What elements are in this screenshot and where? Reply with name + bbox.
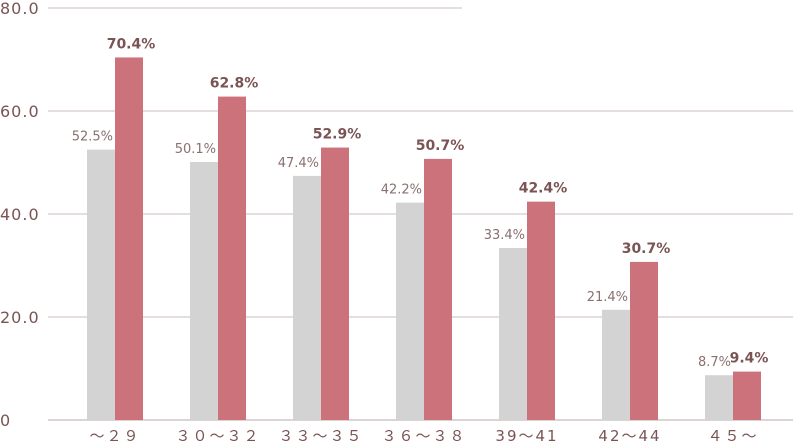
category-label: 42～44: [598, 427, 661, 443]
data-label-series1-2: 47.4%: [278, 156, 319, 171]
category-label: 39～41: [495, 427, 558, 443]
bar-series1-2: [293, 175, 321, 420]
data-label-series1-4: 33.4%: [484, 228, 525, 243]
data-label-series2-2: 52.9%: [313, 127, 362, 143]
data-label-series2-5: 30.7%: [622, 241, 671, 257]
data-label-series2-3: 50.7%: [416, 138, 465, 154]
bar-series1-1: [190, 161, 218, 421]
bar-series1-0: [87, 149, 115, 420]
data-label-series2-0: 70.4%: [107, 36, 156, 52]
data-label-series2-4: 42.4%: [519, 181, 568, 197]
data-label-series1-6: 8.7%: [698, 355, 731, 370]
y-tick-label: 60.0: [0, 102, 40, 121]
y-tick-label: 20.0: [0, 308, 40, 327]
y-axis: 0 20.0 40.0 60.0 80.0: [0, 0, 40, 430]
bar-series2-0: [115, 57, 143, 420]
bar-series1-6: [705, 375, 733, 420]
category-label: ３６～３８: [381, 427, 466, 443]
bar-series2-1: [218, 96, 246, 420]
data-label-series2-1: 62.8%: [210, 76, 259, 92]
bar-series2-5: [630, 261, 658, 420]
bars: [87, 57, 761, 421]
category-label: ３０～３２: [175, 427, 260, 443]
bar-series2-6: [733, 371, 761, 420]
y-tick-label: 80.0: [0, 0, 40, 18]
y-tick-label: 40.0: [0, 205, 40, 224]
data-label-series1-3: 42.2%: [381, 183, 422, 198]
data-label-series1-5: 21.4%: [587, 290, 628, 305]
bar-series2-3: [424, 158, 452, 420]
bar-series1-4: [499, 247, 527, 420]
data-label-series1-1: 50.1%: [175, 142, 216, 157]
bar-series1-5: [602, 309, 630, 420]
x-axis: ～２９ ３０～３２ ３３～３５ ３６～３８ 39～41 42～44 ４５～: [89, 427, 758, 443]
bar-series2-2: [321, 147, 349, 420]
category-label: ４５～: [707, 427, 758, 443]
data-label-series2-6: 9.4%: [730, 351, 769, 367]
bar-series2-4: [527, 201, 555, 420]
data-label-series1-0: 52.5%: [72, 130, 113, 145]
y-tick-label: 0: [0, 411, 11, 430]
category-label: ３３～３５: [278, 427, 363, 443]
bar-series1-3: [396, 202, 424, 420]
data-labels: 52.5% 70.4% 50.1% 62.8% 47.4% 52.9% 42.2% 50.7%…: [72, 36, 769, 370]
category-label: ～２９: [89, 427, 140, 443]
